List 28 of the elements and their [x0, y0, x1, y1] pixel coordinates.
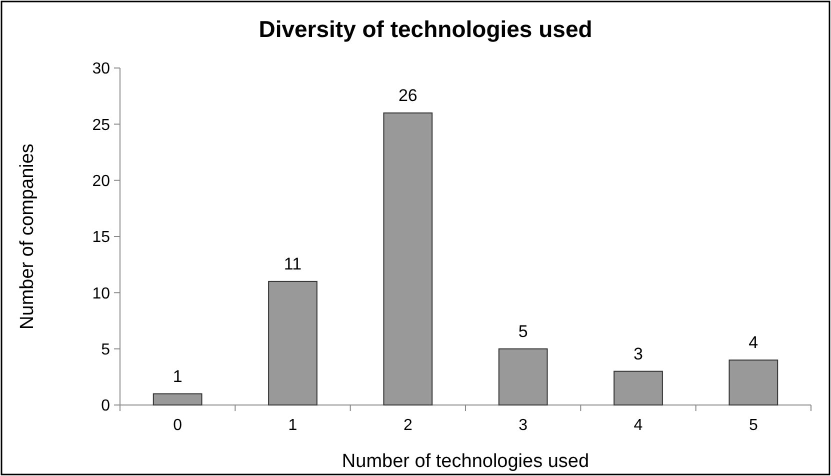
data-label: 3: [634, 344, 643, 364]
bar: [614, 370, 663, 406]
bar: [498, 348, 548, 406]
data-label: 5: [518, 322, 528, 341]
x-tick-label: 1: [288, 417, 298, 434]
x-tick-label: 0: [173, 417, 182, 434]
y-tick-label: 30: [92, 60, 110, 78]
chart-title: Diversity of technologies used: [258, 16, 592, 42]
y-tick-label: 10: [92, 285, 110, 302]
bar: [728, 360, 778, 406]
data-label: 26: [398, 86, 418, 105]
y-tick-label: 15: [92, 229, 110, 246]
y-tick-label: 5: [101, 341, 110, 358]
data-label: 1: [172, 366, 182, 386]
bar: [152, 393, 202, 406]
x-axis-title: Number of technologies used: [342, 451, 590, 472]
y-tick-label: 20: [92, 172, 110, 190]
x-tick-label: 2: [403, 417, 412, 434]
data-label: 4: [748, 333, 758, 352]
y-tick-label: 25: [92, 116, 110, 134]
x-tick-label: 4: [634, 417, 643, 434]
data-label: 11: [284, 254, 302, 274]
bar: [383, 112, 433, 406]
y-tick-label: 0: [101, 398, 110, 415]
bar: [268, 280, 318, 406]
y-axis-title: Number of companies: [17, 144, 38, 330]
x-tick-label: 5: [748, 417, 758, 434]
x-tick-label: 3: [518, 417, 528, 434]
